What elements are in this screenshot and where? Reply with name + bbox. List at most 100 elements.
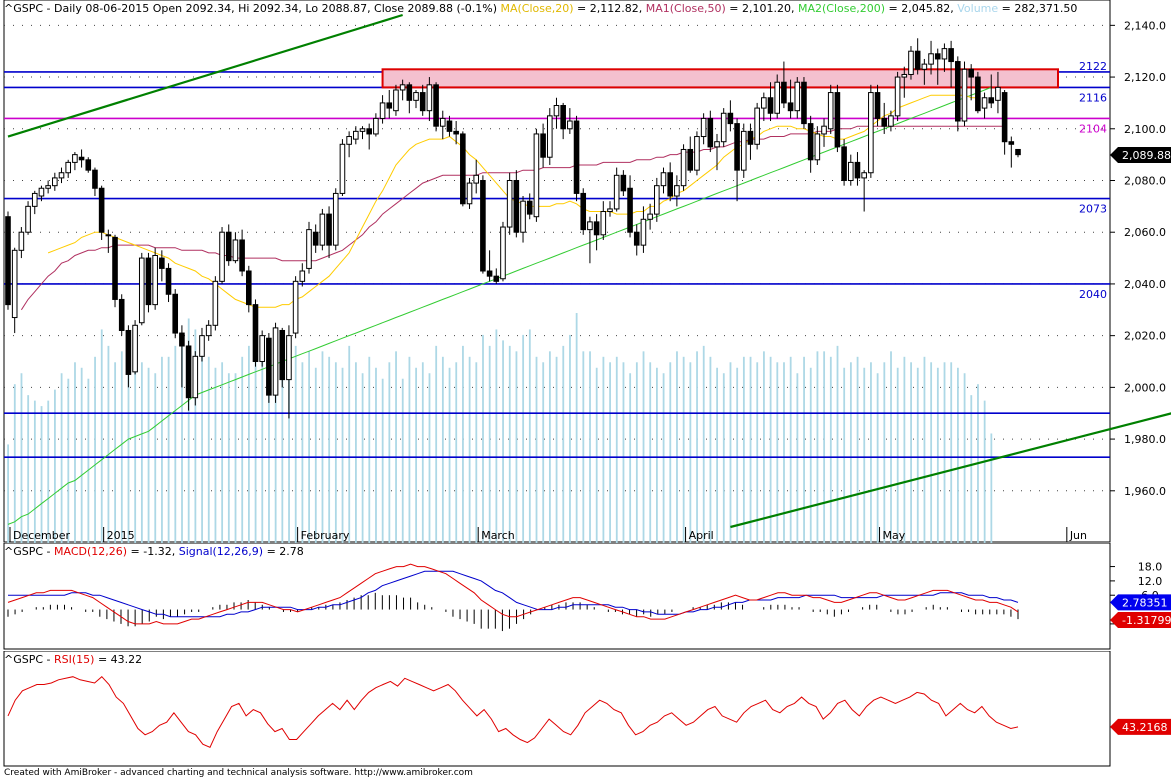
candle-down: [125, 329, 132, 375]
volume-bar: [341, 367, 344, 543]
macd-chart[interactable]: 18.012.06.0-6.02.78351-1.31799: [0, 543, 1171, 650]
candle-up: [921, 63, 928, 70]
candle-down: [145, 257, 152, 306]
price-pane[interactable]: 2,140.0 2,120.0 2,100.0 2,080.0 2,060.0 2,040…: [0, 0, 1171, 543]
volume-bar: [890, 351, 892, 543]
volume-bar: [100, 329, 103, 543]
volume-bar: [876, 373, 879, 543]
ma200-line: [7, 86, 992, 525]
volume-bar: [515, 351, 518, 543]
candle-up: [205, 324, 212, 337]
candle-down: [707, 117, 714, 148]
volume-bar: [221, 362, 224, 543]
macd-y-tick-label: 18.0: [1138, 561, 1163, 574]
volume-bar: [388, 362, 391, 543]
volume-bar: [562, 345, 565, 543]
macd-header: ^GSPC - MACD(12,26) = -1.32, Signal(12,2…: [4, 545, 304, 558]
price-level-label: 2122: [1079, 60, 1107, 73]
candle-up: [654, 185, 660, 215]
volume-bar: [535, 356, 538, 543]
volume-bar: [13, 384, 16, 543]
volume-bar: [642, 351, 645, 543]
rsi-chart[interactable]: 43.2168: [0, 651, 1171, 767]
volume-bar: [749, 356, 752, 543]
candle-up: [567, 120, 573, 130]
candle-up: [827, 92, 834, 130]
candle-down: [633, 231, 640, 246]
macd-header-prefix: ^GSPC -: [4, 545, 54, 558]
volume-bar: [963, 373, 966, 543]
volume-bar: [361, 373, 364, 543]
macd-frame: [3, 543, 1111, 650]
volume-bar: [823, 351, 826, 543]
candle-down: [486, 270, 493, 277]
candle-down: [112, 236, 118, 300]
candle-down: [841, 146, 847, 181]
volume-bar: [147, 367, 150, 543]
volume-bar: [763, 351, 765, 543]
candle-up: [908, 50, 914, 75]
candle-down: [627, 187, 633, 233]
volume-bar: [783, 362, 785, 543]
candle-up: [152, 254, 158, 306]
candle-up: [65, 161, 71, 174]
volume-bar: [167, 356, 170, 543]
volume-bar: [829, 356, 832, 543]
volume-bar: [816, 351, 819, 543]
volume-bar: [615, 356, 618, 543]
volume-bar: [241, 356, 244, 543]
candle-down: [92, 169, 98, 189]
volume-bar: [321, 351, 324, 543]
price-y-tick-label: 2,140.0: [1124, 19, 1166, 32]
candle-up: [607, 208, 613, 213]
signal-value-label: 2.78351: [1122, 596, 1168, 609]
price-y-tick-label: 2,120.0: [1124, 71, 1166, 84]
candle-up: [680, 148, 687, 187]
candle-down: [266, 337, 272, 396]
rsi-legend-value: = 43.22: [94, 653, 143, 666]
resistance-zone: [381, 68, 1060, 89]
candle-up: [740, 130, 747, 171]
volume-bar: [849, 362, 852, 543]
volume-bar: [227, 373, 230, 543]
candle-down: [85, 159, 92, 171]
volume-bar: [843, 367, 846, 543]
volume-bar: [528, 329, 531, 543]
volume-bar: [435, 345, 438, 543]
price-level-label: 2073: [1079, 203, 1107, 216]
price-y-tick-label: 2,060.0: [1124, 226, 1166, 239]
volume-bar: [649, 362, 652, 543]
volume-bar: [923, 356, 926, 543]
candle-up: [31, 192, 38, 207]
volume-bar: [622, 362, 625, 543]
rsi-legend: RSI(15): [54, 653, 95, 666]
volume-bar: [803, 356, 805, 543]
candle-up: [11, 249, 18, 319]
candle-up: [500, 226, 506, 280]
price-y-tick-label: 2,080.0: [1124, 174, 1166, 187]
candle-up: [58, 172, 65, 179]
candle-down: [460, 133, 466, 205]
candle-down: [179, 332, 185, 347]
volume-bar: [796, 373, 799, 543]
candle-down: [165, 267, 172, 295]
volume-bar: [722, 373, 725, 543]
candle-up: [132, 324, 138, 373]
volume-bar: [161, 356, 163, 543]
volume-bar: [54, 389, 56, 543]
candle-up: [674, 185, 680, 197]
volume-bar: [33, 400, 36, 543]
candle-down: [854, 161, 861, 179]
rsi-frame: [3, 651, 1111, 767]
price-chart[interactable]: 2,140.0 2,120.0 2,100.0 2,080.0 2,060.0 2,040…: [0, 0, 1171, 543]
volume-bar: [950, 362, 953, 543]
macd-pane[interactable]: 18.012.06.0-6.02.78351-1.31799 ^GSPC - M…: [0, 543, 1171, 650]
candle-up: [700, 117, 707, 138]
volume-bar: [629, 373, 632, 543]
volume-bar: [930, 362, 933, 543]
candle-up: [25, 205, 31, 233]
rsi-pane[interactable]: 43.2168 ^GSPC - RSI(15) = 43.22: [0, 651, 1171, 767]
volume-bar: [870, 362, 872, 543]
volume-bar: [836, 345, 839, 543]
price-y-tick-label: 1,980.0: [1124, 433, 1166, 446]
